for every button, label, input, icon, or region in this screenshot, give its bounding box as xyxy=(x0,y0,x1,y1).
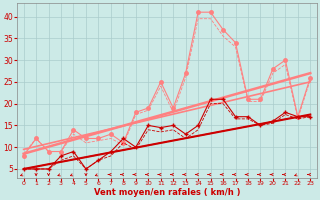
X-axis label: Vent moyen/en rafales ( km/h ): Vent moyen/en rafales ( km/h ) xyxy=(94,188,240,197)
